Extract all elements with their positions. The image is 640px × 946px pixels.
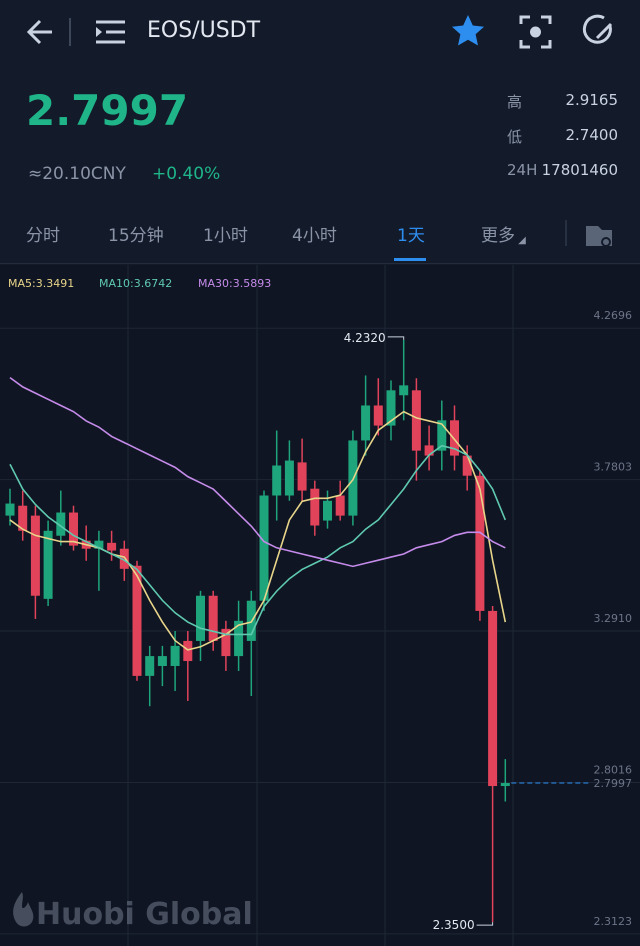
candle-body [107,542,117,551]
candle-body [411,390,421,451]
candle-body [475,475,485,611]
legend-entry: MA30:3.5893 [198,277,271,290]
last-price: 2.7997 [26,86,189,135]
candle-body [297,462,307,491]
cny-price: ≈20.10CNY [28,164,126,184]
period-tab[interactable]: 分时 [26,226,60,246]
candle-body [386,390,396,426]
candle-body [462,455,472,476]
candle-body [259,495,269,601]
candle-body [69,512,78,546]
candle-body [234,620,244,657]
candle-body [335,495,345,516]
candle-body [170,645,180,666]
chart-settings-button[interactable] [586,226,612,247]
candle-body [450,420,459,456]
candle-body [272,465,282,496]
annotation-leader [387,336,405,340]
candle-body [18,505,28,531]
watermark-logo [13,892,34,927]
legend-entry: MA10:3.6742 [99,277,172,290]
period-tab[interactable]: 1小时 [203,226,248,246]
y-tick-label: 2.8016 [594,763,633,776]
period-tab[interactable]: 4小时 [292,226,337,246]
scan-button[interactable] [519,15,552,49]
annotation-leader [476,922,494,926]
candle-body [437,420,447,451]
candle-body [94,540,104,549]
candle-body [157,656,167,666]
watermark: Huobi Global [13,892,253,932]
ma-line [9,376,506,568]
favorite-star[interactable] [452,15,484,46]
candle-body [30,515,40,596]
candle-body [56,512,66,536]
annotation-label: 4.2320 [344,331,386,345]
candle-body [196,595,205,641]
back-button[interactable] [26,19,52,45]
ma-line [9,410,507,651]
candle-body [119,548,129,569]
y-tick-label: 3.2910 [594,612,633,625]
candle-body [361,405,371,441]
stat-label: 低 [507,128,523,146]
candle-body [284,460,294,496]
candle-body [43,530,53,599]
candle-body [310,488,320,526]
y-tick-label: 3.7803 [594,461,633,474]
candle-body [145,656,155,676]
candle-body [424,445,434,456]
stat-value: 2.9165 [565,91,619,109]
active-tab-indicator [394,258,426,261]
header-icons [0,14,640,264]
ma-line [9,444,507,636]
stat-value: 17801460 [541,161,618,179]
candle-body [221,628,231,657]
pair-title: EOS/USDT [147,18,261,43]
y-tick-label: 2.3123 [594,915,633,928]
stat-label: 24H [507,161,538,179]
period-tab[interactable]: 15分钟 [108,226,164,246]
chart-background [0,265,640,946]
candle-body [183,640,193,662]
menu-button[interactable] [96,20,125,44]
candle-body [208,595,218,641]
last-price-label: 2.7997 [594,777,633,790]
period-tab[interactable]: 1天 [397,226,425,246]
candle-body [488,610,498,787]
candle-body [5,503,15,516]
stat-label: 高 [507,93,523,111]
candle-body [373,405,383,426]
watermark-text: Huobi Global [36,897,253,932]
candle-body [132,565,142,676]
candle-body [323,500,332,521]
period-tab[interactable]: 更多 ◢ [481,226,526,246]
stat-value: 2.7400 [565,126,619,144]
annotation-label: 2.3500 [433,918,475,932]
candle-body [399,385,409,396]
y-tick-label: 4.2696 [594,309,633,322]
candle-body [500,783,510,787]
refresh-button[interactable] [582,14,613,44]
legend-entry: MA5:3.3491 [8,277,74,290]
price-change: +0.40% [152,164,221,184]
